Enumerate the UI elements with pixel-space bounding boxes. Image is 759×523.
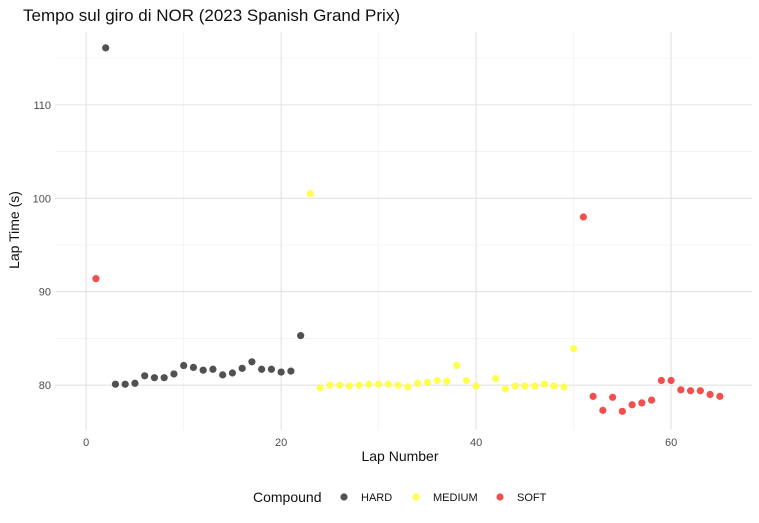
data-point: [355, 381, 363, 389]
data-point: [628, 401, 636, 409]
chart-title: Tempo sul giro di NOR (2023 Spanish Gran…: [23, 6, 400, 25]
data-point: [540, 380, 548, 388]
data-point: [336, 381, 344, 389]
data-point: [228, 369, 237, 377]
data-point: [189, 363, 198, 372]
data-point: [414, 379, 422, 387]
y-tick-label: 100: [33, 193, 51, 205]
legend-label-medium: MEDIUM: [433, 492, 478, 504]
data-point: [570, 345, 578, 353]
grid-layer: [55, 32, 752, 430]
data-point: [589, 392, 597, 400]
legend-key-medium: [412, 493, 420, 501]
data-point: [511, 382, 519, 390]
data-point: [560, 383, 568, 391]
data-point: [618, 407, 626, 415]
series-medium: [306, 190, 578, 393]
data-point: [433, 376, 441, 385]
data-point: [160, 374, 168, 382]
data-point: [316, 384, 324, 392]
data-points: [92, 44, 724, 415]
x-axis-ticks: 0 20 40 60: [83, 437, 677, 449]
data-point: [121, 380, 129, 388]
data-point: [365, 380, 373, 388]
data-point: [238, 364, 246, 372]
data-point: [706, 390, 714, 399]
x-axis-title: Lap Number: [361, 448, 438, 464]
data-point: [657, 376, 665, 385]
data-point: [579, 213, 587, 221]
data-point: [647, 396, 656, 404]
y-axis-ticks: 80 90 100 110: [33, 100, 51, 392]
data-point: [287, 367, 295, 375]
data-point: [453, 361, 461, 370]
data-point: [501, 385, 509, 393]
data-point: [326, 381, 334, 389]
data-point: [111, 380, 120, 388]
data-point: [277, 368, 285, 376]
data-point: [472, 382, 480, 390]
y-tick-label: 110: [33, 100, 51, 112]
data-point: [258, 365, 266, 373]
y-tick-label: 90: [39, 287, 51, 299]
x-tick-label: 40: [470, 437, 482, 449]
data-point: [306, 190, 315, 198]
data-point: [384, 380, 392, 388]
data-point: [375, 380, 383, 388]
data-point: [423, 378, 431, 386]
data-point: [150, 374, 159, 382]
data-point: [638, 399, 646, 407]
data-point: [199, 366, 207, 374]
data-point: [677, 386, 685, 394]
series-hard: [102, 44, 305, 388]
data-point: [345, 382, 353, 390]
data-point: [462, 376, 470, 385]
legend-key-hard: [340, 493, 348, 501]
data-point: [521, 382, 529, 390]
data-point: [102, 44, 110, 52]
data-point: [609, 393, 617, 401]
legend: Compound HARD MEDIUM SOFT: [253, 489, 547, 505]
data-point: [180, 361, 188, 370]
data-point: [531, 382, 539, 390]
data-point: [492, 375, 500, 383]
data-point: [92, 275, 100, 283]
data-point: [131, 379, 139, 387]
legend-key-soft: [496, 493, 504, 501]
data-point: [248, 358, 256, 366]
series-soft: [92, 213, 724, 415]
data-point: [209, 365, 217, 373]
data-point: [267, 365, 276, 373]
data-point: [667, 376, 675, 385]
data-point: [686, 387, 695, 395]
x-tick-label: 0: [83, 437, 89, 449]
data-point: [297, 332, 305, 340]
y-tick-label: 80: [39, 380, 51, 392]
data-point: [141, 372, 149, 380]
data-point: [550, 382, 558, 390]
x-tick-label: 20: [275, 437, 287, 449]
data-point: [696, 387, 704, 395]
data-point: [170, 370, 178, 378]
data-point: [404, 383, 412, 391]
data-point: [394, 381, 402, 389]
x-tick-label: 60: [665, 437, 677, 449]
data-point: [219, 371, 227, 379]
data-point: [443, 377, 451, 386]
y-axis-title: Lap Time (s): [6, 191, 22, 269]
data-point: [599, 406, 607, 414]
data-point: [716, 392, 724, 400]
legend-title: Compound: [253, 489, 322, 505]
legend-label-hard: HARD: [361, 492, 392, 504]
legend-label-soft: SOFT: [517, 492, 547, 504]
